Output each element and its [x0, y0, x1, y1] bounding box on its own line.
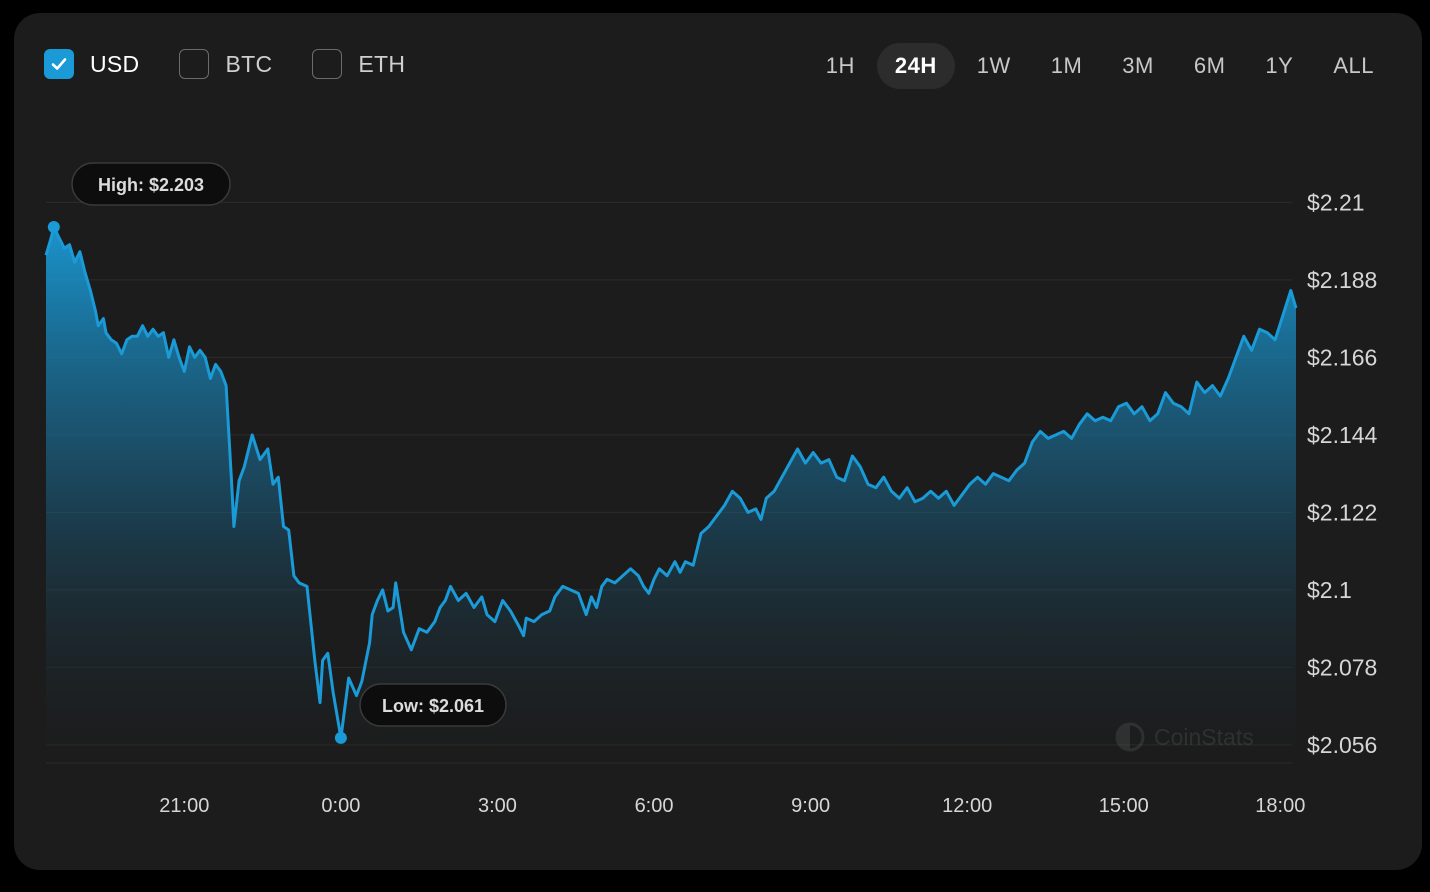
y-tick-label: $2.166 [1307, 344, 1377, 370]
y-tick-label: $2.078 [1307, 654, 1377, 680]
x-tick-label: 3:00 [478, 795, 517, 817]
tab-24h[interactable]: 24H [877, 43, 955, 89]
currency-label-usd: USD [90, 51, 139, 78]
tab-1h[interactable]: 1H [808, 43, 873, 89]
price-chart-card: $2.21 $2.188 $2.166 $2.144 $2.122 $2.1 $2.078 $… [14, 13, 1422, 870]
checkbox-usd[interactable] [44, 49, 74, 79]
currency-label-eth: ETH [358, 51, 405, 78]
y-tick-label: $2.122 [1307, 499, 1377, 525]
currency-usd[interactable]: USD [44, 49, 139, 79]
price-chart: $2.21 $2.188 $2.166 $2.144 $2.122 $2.1 $2.078 $… [14, 13, 1422, 870]
currency-btc[interactable]: BTC [179, 49, 272, 79]
watermark-text: CoinStats [1154, 724, 1254, 750]
low-marker [335, 732, 347, 744]
x-axis: 21:00 0:00 3:00 6:00 9:00 12:00 15:00 18:00 [159, 795, 1305, 817]
currency-selector: USD BTC ETH [44, 49, 445, 79]
tab-6m[interactable]: 6M [1176, 43, 1244, 89]
y-tick-label: $2.1 [1307, 577, 1352, 603]
checkbox-btc[interactable] [179, 49, 209, 79]
tab-1y[interactable]: 1Y [1247, 43, 1311, 89]
period-tabs: 1H 24H 1W 1M 3M 6M 1Y ALL [804, 43, 1392, 89]
x-tick-label: 6:00 [635, 795, 674, 817]
currency-label-btc: BTC [225, 51, 272, 78]
x-tick-label: 12:00 [942, 795, 992, 817]
checkbox-eth[interactable] [312, 49, 342, 79]
tab-all[interactable]: ALL [1315, 43, 1392, 89]
x-tick-label: 15:00 [1099, 795, 1149, 817]
high-marker [48, 221, 60, 233]
low-label: Low: $2.061 [382, 696, 484, 716]
y-tick-label: $2.188 [1307, 267, 1377, 293]
currency-eth[interactable]: ETH [312, 49, 405, 79]
x-tick-label: 18:00 [1255, 795, 1305, 817]
x-tick-label: 21:00 [159, 795, 209, 817]
check-icon [49, 54, 69, 74]
y-axis: $2.21 $2.188 $2.166 $2.144 $2.122 $2.1 $2.078 $… [1307, 189, 1378, 758]
tab-1m[interactable]: 1M [1033, 43, 1101, 89]
tab-1w[interactable]: 1W [959, 43, 1029, 89]
y-tick-label: $2.144 [1307, 422, 1378, 448]
y-tick-label: $2.056 [1307, 732, 1377, 758]
y-tick-label: $2.21 [1307, 189, 1365, 215]
high-label: High: $2.203 [98, 175, 204, 195]
x-tick-label: 0:00 [321, 795, 360, 817]
tab-3m[interactable]: 3M [1104, 43, 1172, 89]
x-tick-label: 9:00 [791, 795, 830, 817]
